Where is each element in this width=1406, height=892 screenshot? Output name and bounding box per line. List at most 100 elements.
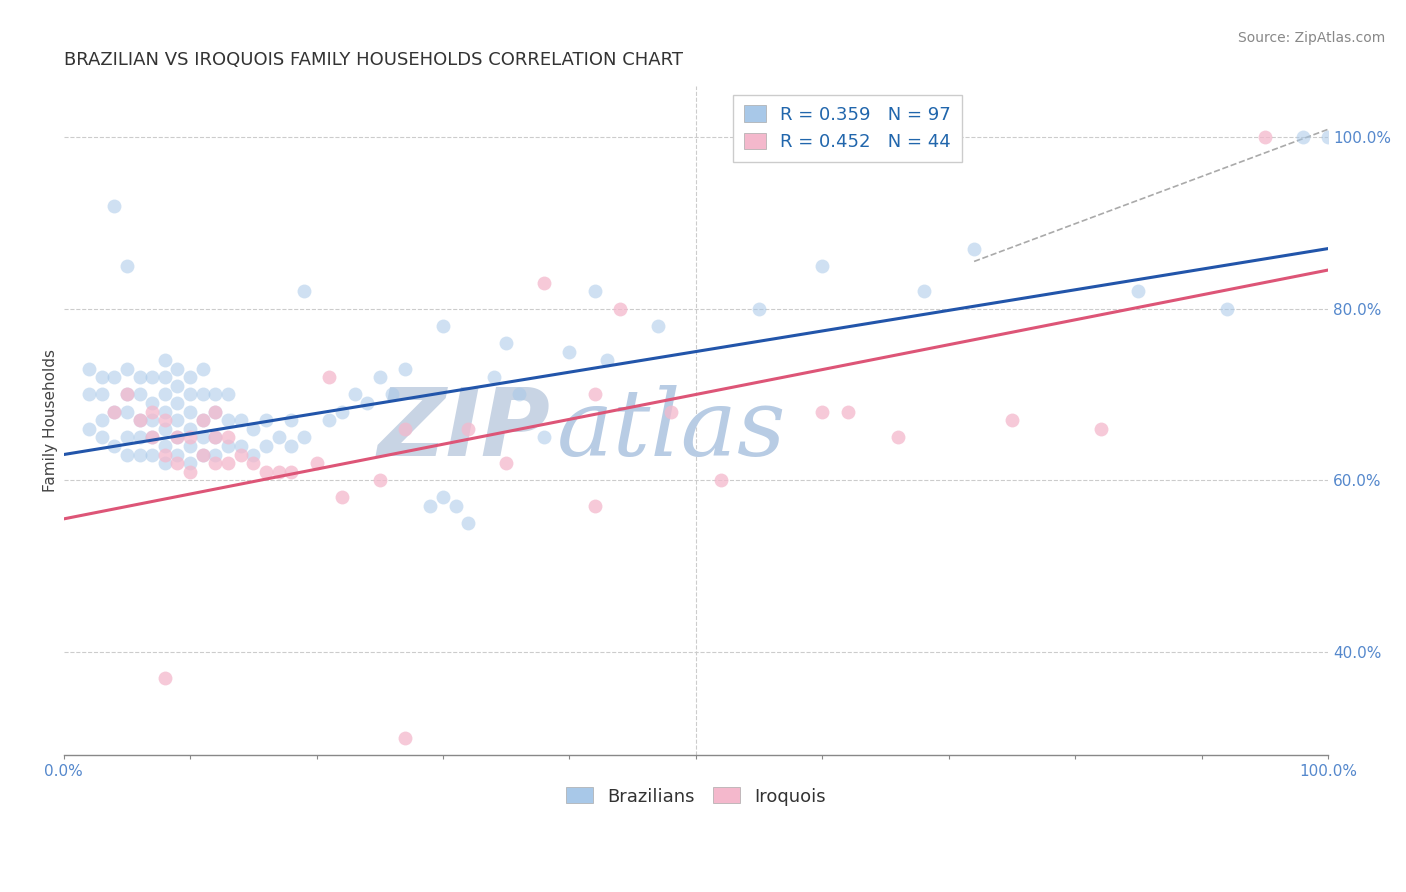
Point	[432, 491, 454, 505]
Point	[330, 404, 353, 418]
Point	[153, 370, 176, 384]
Point	[179, 456, 201, 470]
Point	[166, 430, 188, 444]
Point	[153, 387, 176, 401]
Point	[141, 413, 163, 427]
Point	[280, 465, 302, 479]
Point	[153, 404, 176, 418]
Point	[115, 430, 138, 444]
Point	[457, 516, 479, 531]
Point	[748, 301, 770, 316]
Point	[191, 387, 214, 401]
Point	[141, 430, 163, 444]
Point	[191, 361, 214, 376]
Point	[191, 413, 214, 427]
Point	[508, 387, 530, 401]
Point	[267, 465, 290, 479]
Point	[583, 499, 606, 513]
Point	[280, 439, 302, 453]
Point	[583, 285, 606, 299]
Point	[1317, 130, 1340, 145]
Point	[191, 430, 214, 444]
Point	[963, 242, 986, 256]
Point	[141, 370, 163, 384]
Point	[204, 430, 226, 444]
Point	[659, 404, 682, 418]
Point	[153, 448, 176, 462]
Point	[179, 404, 201, 418]
Point	[217, 439, 239, 453]
Point	[1292, 130, 1315, 145]
Point	[217, 456, 239, 470]
Point	[128, 387, 150, 401]
Point	[204, 448, 226, 462]
Point	[90, 370, 112, 384]
Point	[811, 259, 834, 273]
Text: ZIP: ZIP	[378, 384, 551, 476]
Text: BRAZILIAN VS IROQUOIS FAMILY HOUSEHOLDS CORRELATION CHART: BRAZILIAN VS IROQUOIS FAMILY HOUSEHOLDS …	[63, 51, 683, 69]
Point	[153, 422, 176, 436]
Point	[254, 439, 277, 453]
Point	[141, 448, 163, 462]
Point	[381, 387, 404, 401]
Point	[128, 448, 150, 462]
Point	[103, 199, 125, 213]
Point	[254, 465, 277, 479]
Point	[179, 387, 201, 401]
Point	[394, 422, 416, 436]
Point	[558, 344, 581, 359]
Point	[90, 387, 112, 401]
Point	[166, 379, 188, 393]
Point	[191, 448, 214, 462]
Point	[318, 370, 340, 384]
Point	[330, 491, 353, 505]
Point	[204, 404, 226, 418]
Point	[204, 404, 226, 418]
Point	[153, 439, 176, 453]
Point	[457, 422, 479, 436]
Text: atlas: atlas	[557, 385, 786, 475]
Point	[368, 370, 391, 384]
Point	[444, 499, 467, 513]
Point	[115, 387, 138, 401]
Point	[77, 387, 100, 401]
Point	[1216, 301, 1239, 316]
Point	[609, 301, 631, 316]
Point	[1254, 130, 1277, 145]
Point	[103, 439, 125, 453]
Point	[217, 387, 239, 401]
Point	[583, 387, 606, 401]
Point	[179, 430, 201, 444]
Legend: Brazilians, Iroquois: Brazilians, Iroquois	[558, 780, 834, 813]
Point	[115, 387, 138, 401]
Point	[115, 259, 138, 273]
Point	[394, 361, 416, 376]
Point	[141, 404, 163, 418]
Point	[292, 430, 315, 444]
Point	[217, 413, 239, 427]
Point	[217, 430, 239, 444]
Point	[495, 335, 517, 350]
Point	[837, 404, 859, 418]
Point	[1001, 413, 1024, 427]
Point	[153, 413, 176, 427]
Point	[204, 430, 226, 444]
Point	[191, 413, 214, 427]
Point	[128, 430, 150, 444]
Point	[103, 404, 125, 418]
Point	[128, 370, 150, 384]
Point	[419, 499, 441, 513]
Point	[343, 387, 366, 401]
Point	[811, 404, 834, 418]
Point	[394, 731, 416, 745]
Point	[77, 361, 100, 376]
Point	[115, 448, 138, 462]
Point	[242, 448, 264, 462]
Point	[77, 422, 100, 436]
Point	[647, 318, 669, 333]
Point	[179, 422, 201, 436]
Point	[254, 413, 277, 427]
Point	[90, 413, 112, 427]
Point	[153, 353, 176, 368]
Point	[1090, 422, 1112, 436]
